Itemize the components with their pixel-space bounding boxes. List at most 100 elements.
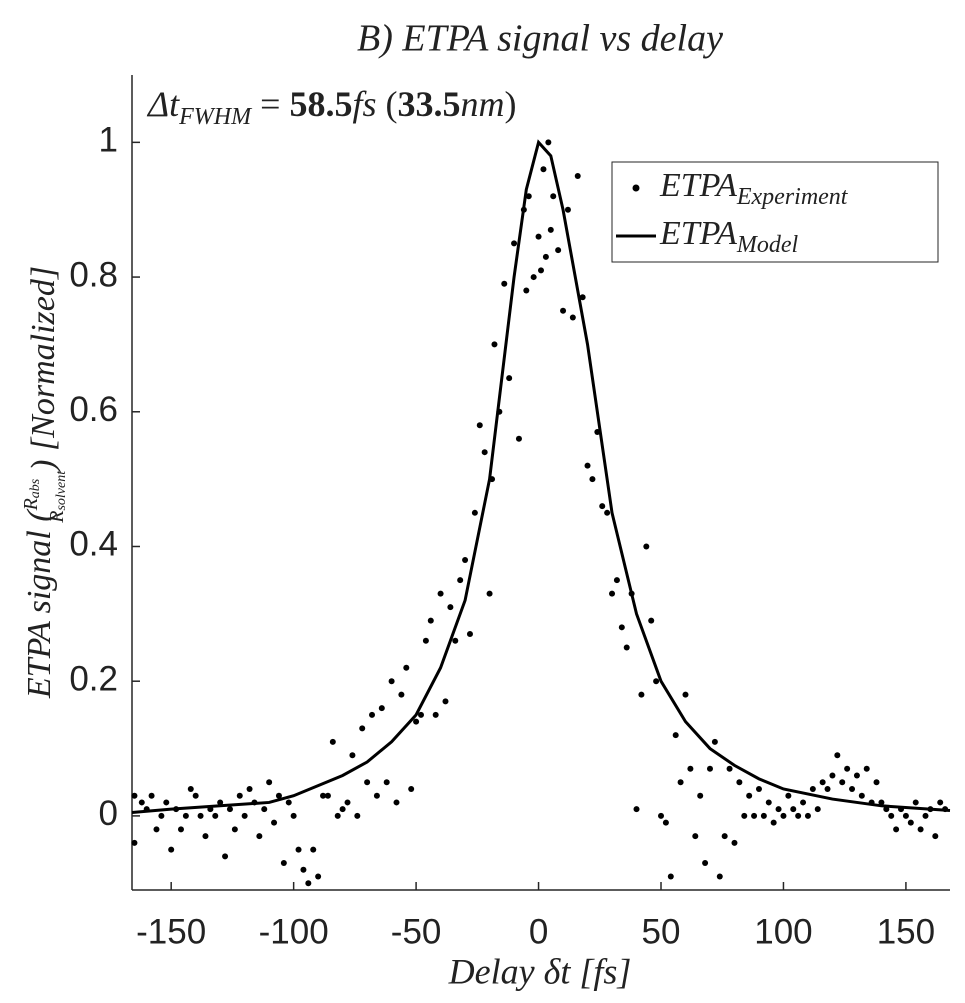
data-point: [633, 806, 640, 813]
data-point: [760, 812, 767, 819]
data-point: [888, 812, 895, 819]
data-point: [437, 590, 444, 597]
data-point: [300, 866, 307, 873]
data-point: [579, 294, 586, 301]
y-tick-label: 0: [99, 794, 118, 833]
annotation-part: 58.5: [289, 84, 352, 124]
data-point: [560, 307, 567, 314]
legend-label: ETPAExperiment: [659, 167, 849, 210]
legend-name-sub: Experiment: [736, 184, 849, 210]
data-point: [555, 247, 562, 254]
data-point: [320, 792, 327, 799]
data-point: [721, 833, 728, 840]
data-point: [138, 799, 145, 806]
legend-label: ETPAModel: [659, 215, 798, 258]
annotation-part: ): [504, 84, 516, 124]
data-point: [511, 240, 518, 247]
data-point: [202, 833, 209, 840]
data-point: [932, 833, 939, 840]
y-label-num-sub: abs: [28, 478, 43, 498]
data-point: [858, 792, 865, 799]
annotation-part: (: [376, 84, 397, 124]
data-point: [716, 873, 723, 880]
data-point: [711, 738, 718, 745]
y-label-pre: ETPA signal (: [21, 508, 58, 699]
data-point: [682, 691, 689, 698]
data-point: [432, 711, 439, 718]
data-point: [907, 819, 914, 826]
data-point: [515, 435, 522, 442]
data-point: [658, 812, 665, 819]
data-point: [329, 738, 336, 745]
x-tick-label: -50: [391, 912, 442, 951]
model-line: [131, 139, 951, 815]
annotation-part: Δt: [146, 84, 180, 124]
data-point: [388, 678, 395, 685]
data-point: [442, 698, 449, 705]
data-point: [917, 826, 924, 833]
data-point: [417, 711, 424, 718]
data-point: [523, 287, 530, 294]
data-point: [266, 779, 273, 786]
data-point: [462, 556, 469, 563]
data-point: [878, 799, 885, 806]
y-label-post: ) [Normalized]: [25, 266, 62, 473]
data-point: [447, 604, 454, 611]
x-tick-label: 50: [642, 912, 681, 951]
data-point: [212, 812, 219, 819]
data-point: [354, 812, 361, 819]
annotation-part: fs: [352, 84, 376, 124]
data-point: [648, 617, 655, 624]
data-point: [569, 314, 576, 321]
y-tick-label: 1: [99, 121, 118, 160]
annotation-part: 33.5: [397, 84, 460, 124]
data-point: [751, 812, 758, 819]
data-point: [491, 341, 498, 348]
data-point: [893, 826, 900, 833]
data-point: [153, 826, 160, 833]
data-point: [545, 139, 552, 146]
data-point: [849, 785, 856, 792]
x-tick-label: 0: [529, 912, 548, 951]
x-axis-label: Delay δt [fs]: [448, 951, 632, 991]
data-point: [638, 691, 645, 698]
data-point: [241, 812, 248, 819]
data-point: [324, 792, 331, 799]
data-point: [667, 873, 674, 880]
data-point: [334, 812, 341, 819]
data-point: [765, 799, 772, 806]
data-point: [163, 799, 170, 806]
data-point: [692, 833, 699, 840]
data-point: [378, 705, 385, 712]
data-point: [653, 678, 660, 685]
data-point: [525, 193, 532, 200]
y-label-num: R: [20, 498, 42, 511]
data-point: [824, 785, 831, 792]
data-point: [677, 779, 684, 786]
data-point: [687, 765, 694, 772]
data-point: [604, 509, 611, 516]
data-point: [486, 590, 493, 597]
data-point: [790, 806, 797, 813]
data-point: [373, 792, 380, 799]
data-point: [662, 819, 669, 826]
data-point: [613, 577, 620, 584]
data-point: [364, 779, 371, 786]
data-point: [540, 166, 547, 173]
y-tick-label: 0.8: [69, 255, 118, 294]
data-point: [305, 880, 312, 887]
data-point: [197, 812, 204, 819]
data-point: [834, 752, 841, 759]
annotation-part: nm: [460, 84, 504, 124]
data-point: [427, 617, 434, 624]
data-point: [476, 422, 483, 429]
legend-name: ETPA: [659, 215, 737, 252]
data-point: [829, 772, 836, 779]
x-tick-label: 100: [754, 912, 812, 951]
data-point: [131, 839, 138, 846]
data-point: [538, 267, 544, 274]
data-point: [466, 631, 473, 638]
data-point: [408, 785, 415, 792]
y-tick-label: 0.2: [69, 659, 118, 698]
data-point: [672, 732, 679, 739]
